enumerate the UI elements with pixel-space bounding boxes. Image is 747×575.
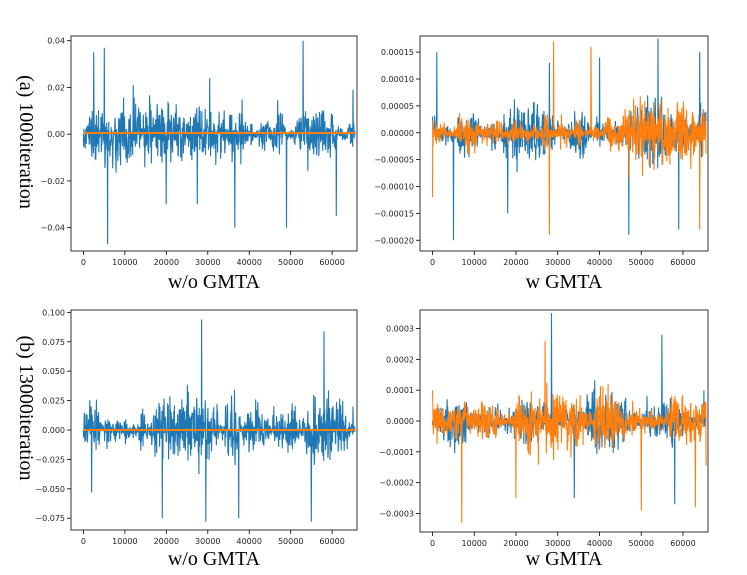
x-tick-label: 30000 (545, 258, 570, 267)
y-tick-label: 0.00005 (381, 102, 414, 111)
y-tick-label: 0.00000 (381, 129, 414, 138)
series-blue-b-right (431, 313, 707, 505)
x-tick-label: 60000 (319, 258, 344, 267)
y-tick-label: 0.02 (47, 83, 65, 92)
x-tick-label: 50000 (278, 258, 303, 267)
x-tick-label: 0 (430, 539, 435, 548)
y-tick-label: −0.00020 (374, 236, 414, 245)
x-tick-label: 20000 (154, 258, 179, 267)
y-tick-label: −0.050 (35, 485, 65, 494)
series-line-orange (431, 340, 707, 523)
y-tick-label: −0.00005 (374, 156, 414, 165)
panel-a-right: 0 10000 20000 30000 40000 50000 60000 0.00015 0.… (374, 35, 709, 293)
y-tick-label: −0.075 (35, 514, 65, 523)
series-line-blue (82, 319, 356, 522)
y-tick-label: 0.050 (42, 367, 65, 376)
axes-frame (70, 35, 358, 252)
series-orange-b-right (431, 340, 707, 523)
y-tick-label: 0.00 (47, 130, 65, 139)
x-tick-label: 20000 (503, 539, 528, 548)
x-tick-label: 40000 (587, 258, 612, 267)
x-tick-label: 40000 (587, 539, 612, 548)
x-tick-label: 0 (81, 537, 86, 546)
y-tick-label: 0.00010 (381, 75, 414, 84)
axes-frame (70, 309, 358, 531)
x-tick-label: 10000 (462, 258, 487, 267)
series-blue-a-left (82, 40, 356, 245)
y-tick-label: −0.0003 (379, 510, 414, 519)
y-tick-label: 0.025 (42, 397, 65, 406)
panel-b-right: 0 10000 20000 30000 40000 50000 60000 0.0003 0.0… (379, 309, 709, 570)
x-tick-label: 60000 (670, 258, 695, 267)
x-axis-label: w GMTA (526, 271, 603, 293)
y-tick-label: −0.00015 (374, 209, 414, 218)
x-tick-label: 30000 (545, 539, 570, 548)
x-axis-label: w/o GMTA (168, 548, 261, 570)
series-line-blue (431, 313, 707, 505)
y-tick-label: 0.0003 (386, 325, 414, 334)
y-tick-label: −0.0001 (379, 448, 414, 457)
x-tick-label: 0 (81, 258, 86, 267)
x-axis-label: w/o GMTA (168, 271, 261, 293)
x-tick-label: 30000 (195, 258, 220, 267)
y-tick-label: −0.02 (40, 177, 65, 186)
x-tick-label: 40000 (237, 258, 262, 267)
y-tick-label: 0.0001 (386, 386, 414, 395)
row-label-b: (b) 13000iteration (15, 336, 37, 481)
x-tick-label: 50000 (278, 537, 303, 546)
y-tick-label: 0.0000 (386, 417, 414, 426)
panel-a-left: 0 10000 20000 30000 40000 50000 60000 0.04 0.02 0… (40, 35, 358, 293)
x-tick-label: 10000 (112, 537, 137, 546)
x-tick-label: 30000 (195, 537, 220, 546)
axes-frame (419, 35, 709, 252)
x-tick-label: 10000 (112, 258, 137, 267)
series-blue-b-left (82, 319, 356, 522)
panel-b-left: 0 10000 20000 30000 40000 50000 60000 0.100 0.07… (35, 308, 358, 570)
y-tick-label: −0.025 (35, 455, 65, 464)
y-tick-label: 0.000 (42, 426, 65, 435)
x-tick-label: 0 (430, 258, 435, 267)
x-tick-label: 40000 (237, 537, 262, 546)
x-tick-label: 50000 (628, 539, 653, 548)
x-tick-label: 60000 (670, 539, 695, 548)
x-tick-label: 60000 (319, 537, 344, 546)
x-tick-label: 10000 (462, 539, 487, 548)
row-label-a: (a) 1000iteration (15, 75, 37, 209)
y-tick-label: −0.00010 (374, 183, 414, 192)
x-tick-label: 50000 (628, 258, 653, 267)
series-line-orange (431, 41, 707, 235)
y-tick-label: 0.100 (42, 308, 65, 317)
y-tick-label: −0.0002 (379, 479, 414, 488)
x-axis-label: w GMTA (526, 548, 603, 570)
y-tick-label: −0.04 (40, 224, 65, 233)
panels: 0 10000 20000 30000 40000 50000 60000 0.04 0.02 0… (35, 35, 709, 570)
y-tick-label: 0.0002 (386, 355, 414, 364)
x-tick-label: 20000 (503, 258, 528, 267)
x-tick-label: 20000 (154, 537, 179, 546)
series-line-blue (82, 40, 356, 245)
y-tick-label: 0.04 (47, 37, 65, 46)
y-tick-label: 0.00015 (381, 48, 414, 57)
y-tick-label: 0.075 (42, 338, 65, 347)
series-orange-a-right (431, 41, 707, 235)
